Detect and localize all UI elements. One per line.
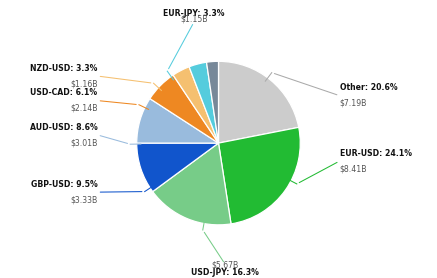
Text: $1.15B: $1.15B (180, 15, 208, 24)
Text: $1.16B: $1.16B (70, 79, 97, 88)
Text: $3.01B: $3.01B (70, 138, 97, 147)
Wedge shape (207, 61, 218, 143)
Wedge shape (137, 99, 218, 143)
Wedge shape (150, 75, 218, 143)
Wedge shape (218, 61, 299, 143)
Text: EUR-USD: 24.1%: EUR-USD: 24.1% (340, 149, 412, 158)
Wedge shape (137, 143, 218, 192)
Text: USD-CAD: 6.1%: USD-CAD: 6.1% (30, 88, 97, 97)
Text: EUR-JPY: 3.3%: EUR-JPY: 3.3% (163, 9, 225, 18)
Text: GBP-USD: 9.5%: GBP-USD: 9.5% (31, 180, 97, 189)
Text: $8.41B: $8.41B (340, 164, 367, 173)
Text: $2.14B: $2.14B (70, 104, 97, 113)
Text: USD-JPY: 16.3%: USD-JPY: 16.3% (191, 268, 259, 277)
Wedge shape (153, 143, 231, 225)
Text: $5.67B: $5.67B (212, 260, 239, 269)
Text: $3.33B: $3.33B (70, 195, 97, 204)
Wedge shape (218, 127, 300, 224)
Text: AUD-USD: 8.6%: AUD-USD: 8.6% (30, 123, 97, 132)
Text: NZD-USD: 3.3%: NZD-USD: 3.3% (30, 64, 97, 73)
Wedge shape (189, 62, 218, 143)
Text: $7.19B: $7.19B (340, 99, 367, 108)
Wedge shape (173, 67, 218, 143)
Text: Other: 20.6%: Other: 20.6% (340, 83, 397, 92)
